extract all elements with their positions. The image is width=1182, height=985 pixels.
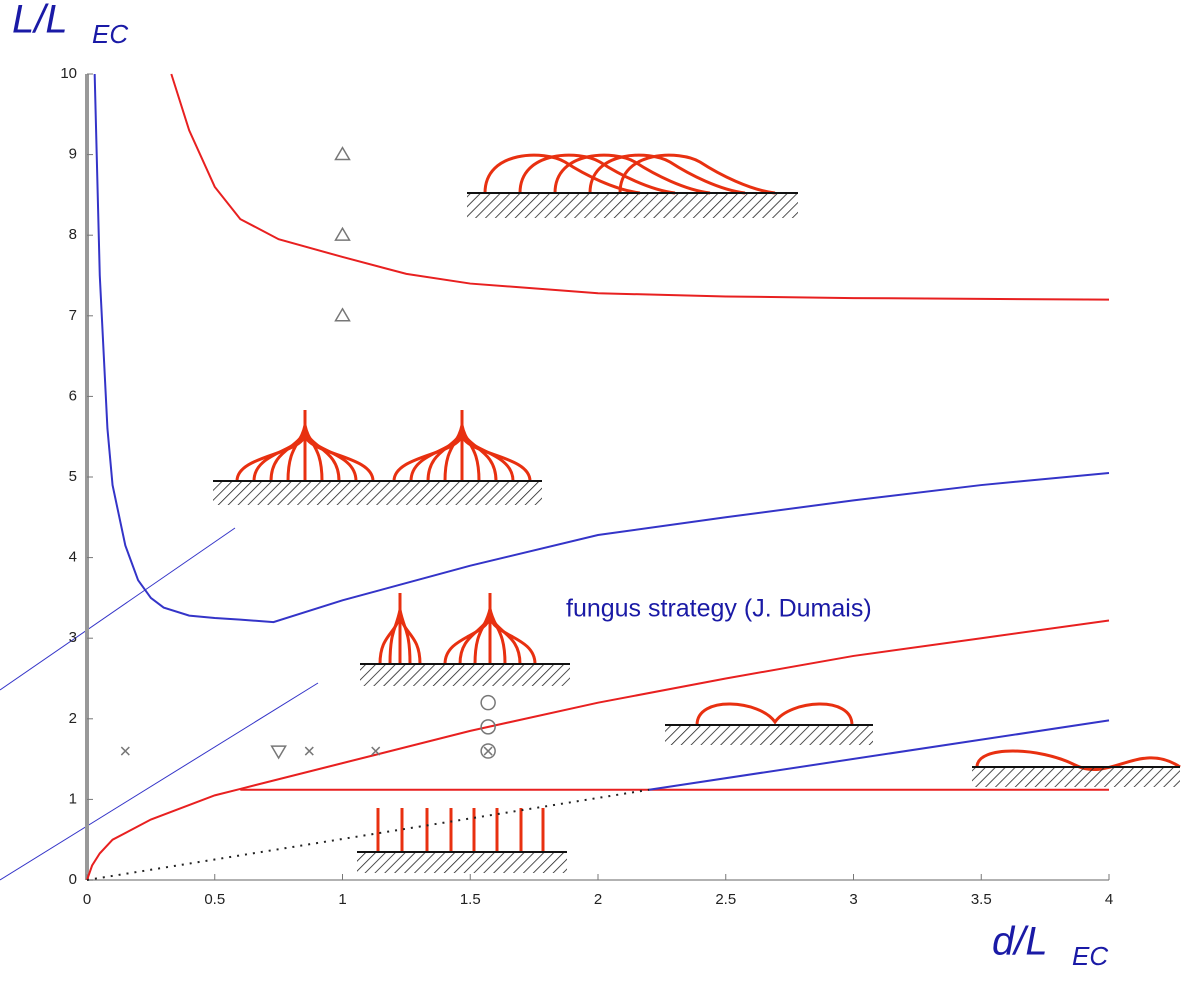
y-tick-label: 4 — [69, 549, 77, 566]
x-tick-label: 4 — [1105, 891, 1113, 908]
curve — [93, 73, 1110, 624]
y-tick-label: 8 — [69, 226, 77, 243]
x-tick-label: 2 — [594, 891, 602, 908]
filament — [235, 434, 307, 482]
y-tick-label: 5 — [69, 468, 77, 485]
x-tick-label: 0 — [83, 891, 91, 908]
marker — [120, 746, 130, 756]
filament — [378, 614, 402, 665]
marker — [480, 719, 496, 735]
x-tick-label: 2.5 — [715, 891, 736, 908]
y-tick-label: 0 — [69, 871, 77, 888]
marker — [480, 743, 496, 759]
filament — [553, 153, 711, 195]
curve — [648, 719, 1110, 791]
leader-line — [0, 527, 236, 691]
leader-line — [0, 682, 319, 881]
y-tick-label: 3 — [69, 629, 77, 646]
substrate — [467, 193, 798, 218]
filament — [518, 153, 676, 195]
filament — [303, 434, 375, 482]
filament — [975, 749, 1181, 772]
x-tick-label: 1.5 — [460, 891, 481, 908]
filament — [483, 153, 641, 195]
filament — [392, 434, 464, 482]
substrate — [972, 767, 1180, 787]
marker — [371, 746, 381, 756]
filament — [588, 153, 746, 195]
y-axis-label-subscript: EC — [92, 19, 128, 49]
substrate — [213, 481, 542, 505]
substrate — [357, 852, 567, 873]
filament — [398, 614, 422, 665]
marker — [480, 694, 496, 711]
curve — [170, 73, 1110, 301]
substrate — [360, 664, 570, 686]
substrate — [665, 725, 873, 745]
y-axis-label: L/L — [12, 0, 68, 42]
curve — [86, 619, 1110, 881]
filament — [618, 153, 776, 195]
x-tick-label: 1 — [338, 891, 346, 908]
y-tick-label: 2 — [69, 710, 77, 727]
y-tick-label: 7 — [69, 307, 77, 324]
filaments — [235, 153, 1181, 852]
y-tick-label: 9 — [69, 146, 77, 163]
marker — [334, 226, 351, 241]
x-axis-label-subscript: EC — [1072, 941, 1108, 971]
filament — [488, 616, 537, 665]
annotation: fungus strategy (J. Dumais) — [566, 595, 872, 623]
x-axis-label: d/L — [992, 920, 1048, 964]
marker — [334, 307, 351, 322]
x-tick-label: 3 — [849, 891, 857, 908]
y-tick-label: 6 — [69, 387, 77, 404]
marker — [304, 746, 314, 756]
y-tick-label: 1 — [69, 790, 77, 807]
marker — [270, 745, 287, 760]
x-tick-label: 0.5 — [204, 891, 225, 908]
filament — [443, 616, 492, 665]
marker — [334, 146, 351, 161]
filament — [695, 702, 854, 726]
illustrations — [0, 153, 1181, 881]
y-tick-label: 10 — [60, 65, 77, 82]
x-tick-label: 3.5 — [971, 891, 992, 908]
filament — [460, 434, 532, 482]
